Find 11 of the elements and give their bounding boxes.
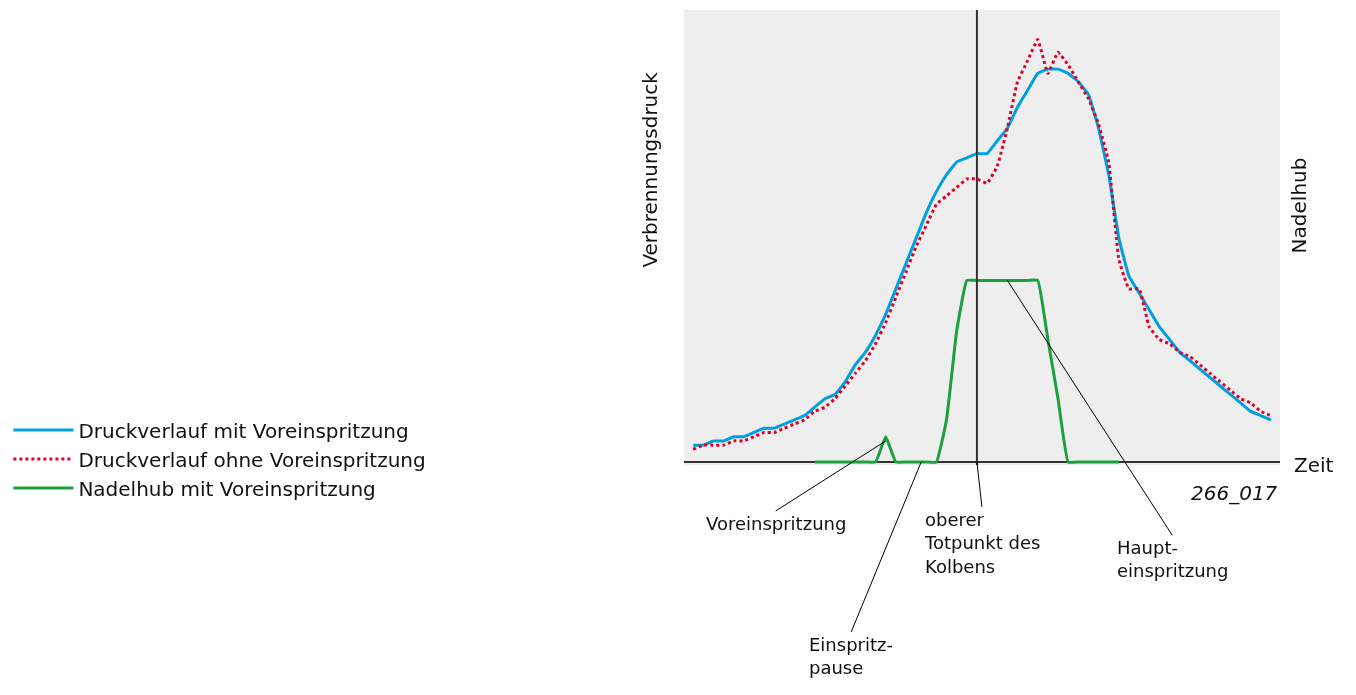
x-axis-title: Zeit	[1294, 453, 1334, 477]
legend-label: Nadelhub mit Voreinspritzung	[78, 476, 376, 501]
text: 266_017	[1191, 481, 1278, 505]
y2-axis-title: Nadelhub	[1287, 157, 1312, 254]
text: Einspritz- pause	[809, 634, 893, 679]
text: oberer Totpunkt des Kolbens	[924, 509, 1041, 577]
legend-label: Druckverlauf ohne Voreinspritzung	[78, 447, 426, 472]
legend-label: Druckverlauf mit Voreinspritzung	[78, 418, 409, 443]
text: Haupt- einspritzung	[1117, 537, 1229, 582]
y-axis-title: Verbrennungsdruck	[638, 71, 663, 268]
text: Voreinspritzung	[706, 513, 847, 534]
